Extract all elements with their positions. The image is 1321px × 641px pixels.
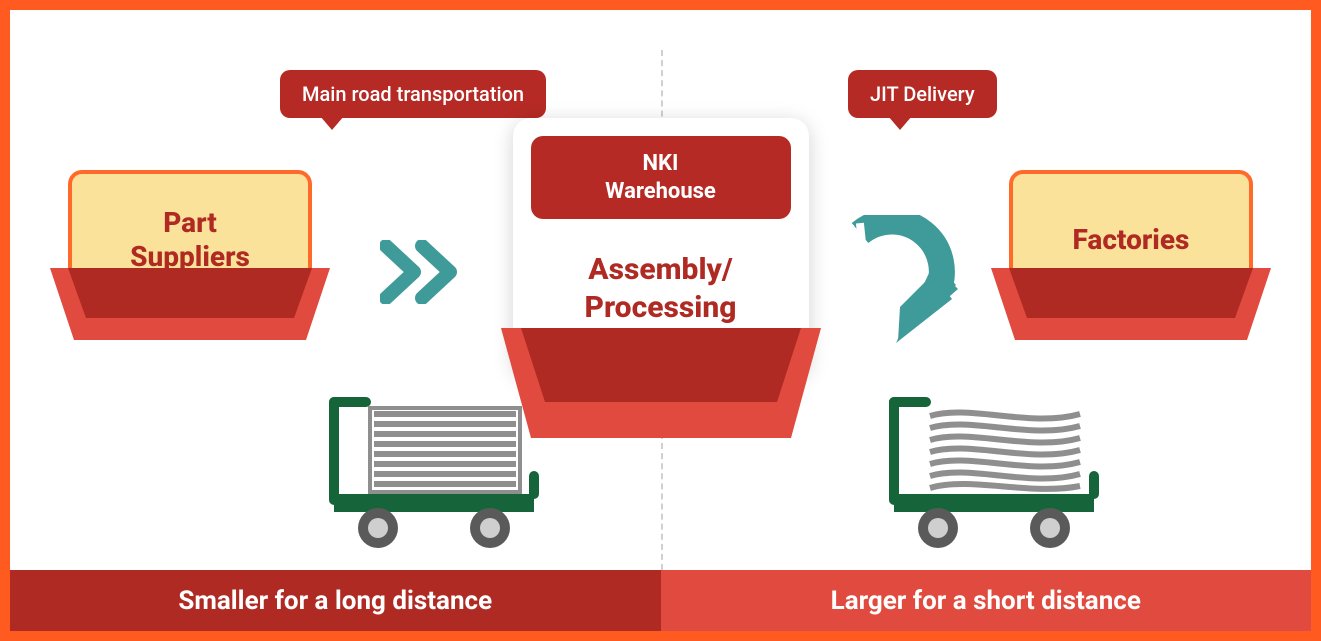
tray-base-icon: [991, 268, 1271, 340]
bubble-jit-delivery: JIT Delivery: [848, 70, 997, 118]
tray-label: Part Suppliers: [130, 206, 250, 273]
tray-part-suppliers: Part Suppliers: [50, 170, 330, 340]
curved-arrow-icon: [840, 215, 960, 355]
center-subtitle-text: Assembly/ Processing: [585, 251, 737, 326]
bubble-main-road: Main road transportation: [280, 70, 546, 118]
tray-base-icon: [50, 268, 330, 340]
strip-right-text: Larger for a short distance: [831, 586, 1141, 616]
diagram-frame: Main road transportation JIT Delivery Pa…: [0, 0, 1321, 641]
tray-label: Factories: [1073, 223, 1190, 257]
center-badge: NKI Warehouse: [531, 136, 791, 219]
bottom-strip: Smaller for a long distance Larger for a…: [10, 570, 1311, 631]
tray-factories: Factories: [991, 170, 1271, 340]
center-badge-text: NKI Warehouse: [605, 151, 716, 204]
strip-right: Larger for a short distance: [661, 570, 1312, 631]
cart-right-icon: [880, 390, 1110, 550]
cart-left-icon: [320, 390, 550, 550]
strip-left: Smaller for a long distance: [10, 570, 661, 631]
content-area: Main road transportation JIT Delivery Pa…: [10, 10, 1311, 570]
double-chevron-icon: [380, 240, 470, 304]
strip-left-text: Smaller for a long distance: [178, 586, 492, 616]
